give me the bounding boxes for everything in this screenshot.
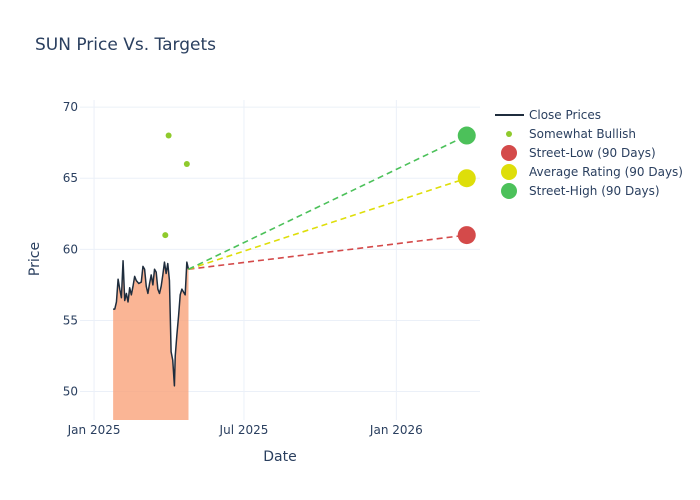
- legend-circle-swatch: [501, 183, 517, 199]
- x-tick-label: Jan 2026: [369, 423, 423, 437]
- average-rating-90-days-target-line: [188, 177, 467, 271]
- legend-circle-swatch: [501, 164, 517, 180]
- marker-layer: [162, 126, 476, 245]
- street-low-90-days-target-marker: [457, 226, 476, 245]
- legend-label: Average Rating (90 Days): [529, 165, 683, 179]
- y-axis-label: Price: [27, 242, 43, 276]
- x-tick-label: Jan 2025: [67, 423, 121, 437]
- somewhat-bullish-point: [162, 232, 169, 239]
- y-tick-label: 55: [63, 313, 78, 327]
- street-low-90-days-target-line: [188, 234, 467, 271]
- y-tick-label: 60: [63, 242, 78, 256]
- legend-label: Street-High (90 Days): [529, 184, 660, 198]
- average-rating-90-days-target-marker: [457, 169, 476, 188]
- street-high-90-days-target-marker: [457, 126, 476, 145]
- x-axis-label: Date: [263, 449, 296, 465]
- x-tick-label: Jul 2025: [219, 423, 269, 437]
- series-layer: [113, 134, 468, 387]
- legend-dot-swatch: [506, 131, 512, 137]
- legend-label: Street-Low (90 Days): [529, 146, 656, 160]
- somewhat-bullish-point: [183, 161, 190, 167]
- legend-circle-swatch: [501, 145, 517, 161]
- y-tick-label: 50: [63, 385, 78, 399]
- y-tick-label: 70: [63, 100, 78, 114]
- street-high-90-days-target-line: [188, 134, 468, 270]
- tick-label-layer: 50 55 60 65 70 Jan 2025 Jul 2025 Jan 2026: [63, 100, 423, 437]
- legend-label: Somewhat Bullish: [529, 127, 636, 141]
- somewhat-bullish-point: [165, 132, 172, 139]
- legend-label: Close Prices: [529, 108, 601, 122]
- close-prices-line: [113, 259, 190, 387]
- chart-title: SUN Price Vs. Targets: [35, 35, 216, 55]
- y-tick-label: 65: [63, 171, 78, 185]
- legend: Close Prices Somewhat Bullish Street-Low (…: [495, 108, 683, 199]
